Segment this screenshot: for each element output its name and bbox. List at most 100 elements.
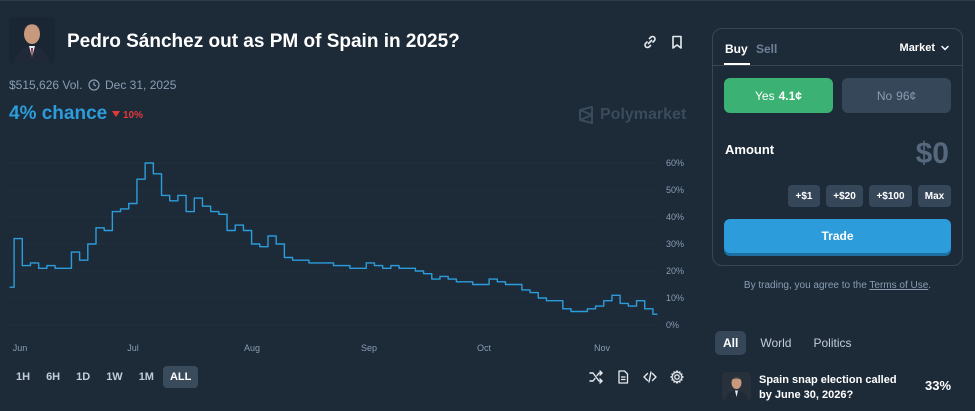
down-arrow-icon [112,111,120,117]
data-point [99,227,101,229]
link-icon[interactable] [642,34,658,50]
end-date: Dec 31, 2025 [88,78,176,92]
no-button[interactable]: No 96¢ [842,78,951,113]
data-point [91,243,93,245]
data-point [582,310,584,313]
data-point [58,267,60,269]
data-point [607,300,609,302]
data-point [427,273,429,275]
embed-icon[interactable] [643,370,657,384]
data-point [386,267,388,269]
category-tab-all[interactable]: All [715,331,747,355]
data-point [246,229,249,232]
quick-add-20-button[interactable]: +$20 [826,185,863,207]
category-tab-politics[interactable]: Politics [813,336,852,350]
data-point [189,211,191,213]
range-button-all[interactable]: ALL [162,366,199,388]
related-market-title[interactable]: Spain snap election called by June 30, 2… [759,374,897,401]
data-point [640,300,642,302]
data-point [443,275,445,277]
data-point [132,202,134,205]
y-tick-label: 50% [666,185,684,195]
data-point [312,262,314,264]
order-type-dropdown[interactable]: Market [900,42,950,54]
no-price: 96¢ [896,88,917,103]
data-point [476,283,478,286]
y-tick-label: 30% [666,239,684,249]
y-tick-label: 0% [666,320,679,330]
data-point [197,197,199,199]
data-point [74,251,77,253]
terms-suffix: . [928,280,932,291]
data-point [181,194,183,196]
series-line [10,162,657,315]
document-icon[interactable] [616,370,630,384]
price-chart[interactable]: 60% 50% 40% 30% 20% 10% 0% Jun Jul Aug Sep Oct Nov [0,150,700,360]
panel-divider [713,65,962,66]
data-point [33,262,36,264]
tab-sell[interactable]: Sell [756,42,778,56]
data-point [124,208,126,210]
active-tab-indicator [724,63,750,65]
data-point [17,238,19,240]
shuffle-icon[interactable] [589,370,603,384]
data-point [271,235,273,237]
data-point [42,267,44,269]
bookmark-icon[interactable] [669,34,685,50]
data-point [566,308,568,310]
data-point [623,302,625,304]
data-point [402,267,404,269]
data-point [484,283,486,286]
data-point [345,265,347,267]
range-button-1h[interactable]: 1H [16,371,31,383]
brand-name: Polymarket [600,106,687,123]
data-point [377,265,380,267]
order-type-label: Market [899,42,935,54]
yes-button[interactable]: Yes 4.1¢ [724,78,833,113]
x-tick-label: Jul [127,343,139,353]
time-range-selector: 1H 6H 1D 1W 1M ALL [9,366,199,388]
related-market-image[interactable] [722,372,751,401]
market-image [9,17,55,63]
yes-label: Yes [755,88,775,103]
range-button-1w[interactable]: 1W [106,371,123,383]
volume-text: $515,626 Vol. [9,78,83,92]
data-point [533,292,535,294]
chevron-down-icon [941,45,949,51]
range-button-1d[interactable]: 1D [76,371,91,383]
quick-add-100-button[interactable]: +$100 [869,185,912,207]
data-point [279,243,281,245]
data-point [435,278,437,280]
y-tick-label: 20% [666,266,684,276]
range-button-6h[interactable]: 6H [46,371,61,383]
data-point [230,229,232,232]
end-date-text: Dec 31, 2025 [105,78,177,92]
quick-max-button[interactable]: Max [918,185,951,207]
trade-panel: Buy Sell Market Yes 4.1¢ No 96¢ Amount $… [712,28,963,266]
category-tab-world[interactable]: World [760,336,792,350]
x-tick-label: Oct [477,343,492,353]
data-point [590,308,593,310]
data-point [648,308,650,310]
trade-button[interactable]: Trade [724,219,951,253]
amount-input[interactable]: $0 [915,137,949,170]
x-tick-label: Jun [13,343,28,353]
data-point [459,281,462,283]
y-tick-label: 10% [666,293,684,303]
yes-price: 4.1¢ [778,88,802,103]
change-value: 10% [123,110,144,121]
data-point [631,305,634,307]
data-point [25,265,27,267]
data-point [66,267,68,269]
data-point [361,267,363,269]
quick-add-1-button[interactable]: +$1 [788,185,820,207]
range-button-1m[interactable]: 1M [138,371,154,383]
terms-link[interactable]: Terms of Use [869,280,929,291]
data-point [9,286,11,288]
tab-buy[interactable]: Buy [725,42,748,56]
settings-icon[interactable] [669,369,685,385]
data-point [369,262,371,264]
data-point [418,270,421,272]
top-divider [0,0,975,1]
y-tick-label: 40% [666,212,684,222]
